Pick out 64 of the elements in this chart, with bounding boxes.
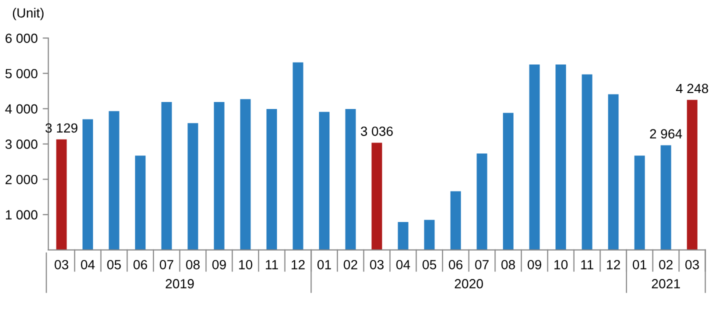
x-tick-label: 07 [160, 260, 174, 270]
x-tick-label: 07 [475, 260, 489, 270]
x-tick-label: 01 [632, 260, 646, 270]
bar [660, 145, 672, 250]
x-tick-label: 06 [134, 260, 148, 270]
bar [424, 220, 435, 250]
x-tick-label: 08 [501, 260, 515, 270]
bar [319, 112, 330, 250]
bar [108, 111, 120, 250]
bar [345, 109, 356, 250]
bar [82, 119, 94, 250]
x-tick-label: 04 [396, 260, 410, 270]
bar [686, 100, 698, 250]
bar [556, 64, 566, 250]
x-tick-label: 02 [344, 260, 358, 270]
x-tick-label: 03 [685, 260, 699, 270]
x-tick-label: 12 [607, 260, 620, 270]
bar [372, 142, 382, 250]
x-tick-label: 06 [448, 260, 462, 270]
bar [634, 156, 645, 250]
y-tick-label: 6 000 [6, 34, 38, 43]
x-tick-label: 01 [317, 260, 331, 270]
bar [398, 222, 408, 250]
x-tick-label: 09 [528, 260, 542, 270]
x-tick-label: 03 [54, 260, 68, 270]
data-label: 3 036 [360, 126, 393, 136]
bar [529, 64, 540, 250]
bar [240, 99, 251, 250]
data-label: 3 129 [45, 123, 78, 133]
text: 2019 [166, 279, 194, 288]
x-tick-label: 11 [266, 260, 278, 270]
text: 2020 [454, 279, 483, 288]
y-tick-label: 4 000 [5, 104, 38, 114]
bar [266, 109, 277, 250]
x-tick-label: 02 [659, 260, 673, 270]
y-tick-label: 3 000 [5, 140, 38, 149]
x-tick-label: 04 [80, 260, 95, 270]
x-tick-label: 11 [581, 260, 594, 270]
x-tick-label: 09 [212, 260, 226, 270]
x-tick-label: 10 [239, 260, 252, 270]
bar [214, 102, 224, 250]
bar [292, 62, 304, 250]
bar [135, 156, 146, 250]
bar [56, 139, 67, 250]
data-label: 2 964 [650, 129, 682, 138]
bar [582, 74, 592, 250]
x-tick-label: 12 [292, 260, 305, 270]
bar [608, 94, 619, 250]
x-tick-label: 05 [422, 260, 436, 270]
x-tick-label: 03 [370, 260, 384, 270]
bar [188, 123, 198, 250]
y-tick-label: 1 000 [6, 210, 38, 220]
x-tick-label: 05 [107, 260, 121, 270]
data-label: 4 248 [676, 84, 708, 94]
bar [476, 154, 488, 250]
y-axis-title: (Unit) [12, 8, 44, 20]
bar [502, 112, 514, 250]
bar [161, 102, 172, 250]
x-tick-label: 08 [186, 260, 200, 270]
bar [450, 191, 461, 250]
y-tick-label: 2 000 [6, 174, 38, 184]
y-tick-label: 5 000 [5, 68, 38, 78]
text: 2021 [652, 279, 680, 288]
x-tick-label: 10 [554, 260, 568, 270]
